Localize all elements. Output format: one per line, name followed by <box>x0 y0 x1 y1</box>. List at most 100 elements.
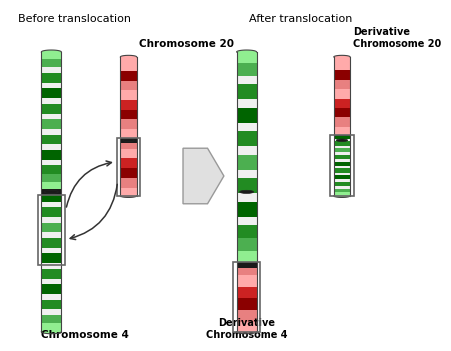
Bar <box>41 323 61 332</box>
Bar <box>237 108 257 122</box>
Bar <box>334 146 350 148</box>
Bar <box>120 90 137 100</box>
Bar <box>237 178 257 193</box>
Bar <box>41 217 61 223</box>
Bar <box>41 165 61 174</box>
Bar <box>237 322 257 332</box>
Bar <box>334 135 350 136</box>
Bar <box>41 59 61 67</box>
Bar <box>237 146 257 155</box>
Bar <box>334 108 350 117</box>
Bar <box>237 217 257 225</box>
Ellipse shape <box>237 50 257 54</box>
Ellipse shape <box>120 194 137 198</box>
Ellipse shape <box>334 194 350 198</box>
Bar <box>120 148 137 158</box>
Bar <box>41 134 61 144</box>
Bar <box>41 104 61 113</box>
FancyArrowPatch shape <box>66 161 111 207</box>
Bar <box>120 178 137 187</box>
Bar <box>117 138 140 196</box>
Bar <box>334 175 350 179</box>
Bar <box>41 309 61 315</box>
Bar <box>237 122 257 131</box>
Ellipse shape <box>41 50 61 54</box>
Bar <box>334 136 350 139</box>
Bar <box>237 275 257 287</box>
Bar <box>120 143 137 148</box>
Bar <box>233 262 260 332</box>
Bar <box>237 262 257 269</box>
Bar <box>41 202 61 207</box>
Bar <box>237 225 257 238</box>
Bar <box>334 173 350 175</box>
Bar <box>334 155 350 159</box>
Ellipse shape <box>237 330 257 334</box>
Bar <box>237 84 257 99</box>
Bar <box>120 129 137 138</box>
Bar <box>334 166 350 168</box>
Ellipse shape <box>336 139 348 141</box>
Text: Derivative
Chromosome 4: Derivative Chromosome 4 <box>206 318 287 340</box>
Text: Before translocation: Before translocation <box>18 14 130 24</box>
Bar <box>237 63 257 75</box>
Bar <box>41 207 61 217</box>
Bar <box>120 100 137 110</box>
Bar <box>334 127 350 135</box>
Bar <box>41 279 61 284</box>
Bar <box>41 83 61 88</box>
Bar <box>41 195 61 202</box>
Bar <box>41 160 61 165</box>
Bar <box>41 300 61 309</box>
Ellipse shape <box>239 190 253 193</box>
Bar <box>237 193 257 202</box>
Bar <box>41 52 61 59</box>
Text: Chromosome 4: Chromosome 4 <box>41 330 129 340</box>
Bar <box>38 195 65 265</box>
Bar <box>334 152 350 155</box>
Bar <box>334 188 350 192</box>
Bar <box>120 119 137 129</box>
Bar <box>237 131 257 146</box>
Bar <box>120 158 137 168</box>
Bar <box>334 80 350 89</box>
Bar <box>41 238 61 248</box>
Bar <box>237 287 257 298</box>
Bar <box>41 189 61 195</box>
Bar <box>41 73 61 83</box>
Bar <box>41 269 61 279</box>
Bar <box>237 170 257 178</box>
Bar <box>334 161 350 166</box>
Bar <box>41 119 61 129</box>
Bar <box>237 99 257 108</box>
Bar <box>237 251 257 262</box>
Bar <box>120 187 137 196</box>
Bar <box>334 57 350 70</box>
Bar <box>334 159 350 161</box>
Bar <box>120 138 137 143</box>
Ellipse shape <box>44 190 58 193</box>
Bar <box>334 99 350 108</box>
Bar <box>237 238 257 251</box>
Text: Derivative
Chromosome 20: Derivative Chromosome 20 <box>353 27 441 49</box>
Bar <box>41 174 61 182</box>
Bar <box>334 179 350 182</box>
Bar <box>334 117 350 127</box>
Bar <box>120 57 137 71</box>
Bar <box>41 248 61 253</box>
Bar <box>41 263 61 269</box>
Bar <box>41 113 61 119</box>
Bar <box>41 98 61 104</box>
Ellipse shape <box>120 55 137 59</box>
Bar <box>237 298 257 310</box>
Bar <box>41 182 61 189</box>
Bar <box>334 168 350 173</box>
Bar <box>237 75 257 84</box>
Bar <box>334 141 350 146</box>
Bar <box>41 284 61 294</box>
Polygon shape <box>183 148 224 204</box>
Bar <box>120 168 137 178</box>
Bar <box>41 129 61 134</box>
Text: After translocation: After translocation <box>249 14 353 24</box>
Bar <box>120 110 137 119</box>
